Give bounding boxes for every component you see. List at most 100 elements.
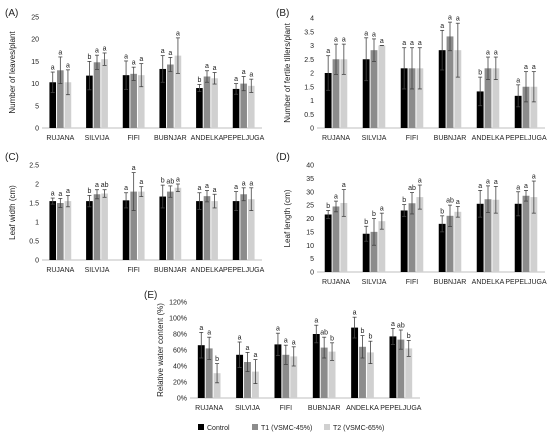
bar-control-silvija (362, 233, 370, 272)
y-tick-label: 5 (35, 103, 39, 110)
category-label: RUJANA (322, 279, 350, 286)
y-tick-label: 60% (173, 348, 187, 355)
y-tick-label: 0 (35, 258, 39, 265)
significance-letter: a (199, 325, 203, 332)
bar-t1-pepeljuga (240, 194, 247, 260)
category-label: BUBNJAR (434, 135, 467, 142)
significance-letter: a (516, 77, 520, 84)
category-label: RUJANA (46, 135, 74, 142)
significance-letter: a (418, 40, 422, 47)
significance-letter: a (410, 40, 414, 47)
significance-letter: a (205, 63, 209, 70)
category-label: SILVIJA (85, 267, 110, 274)
bar-t2-andelka (492, 199, 500, 272)
legend-swatch (198, 424, 204, 430)
significance-letter: a (486, 178, 490, 185)
y-tick-label: 40 (306, 163, 314, 170)
significance-letter: a (197, 185, 201, 192)
significance-letter: a (213, 187, 217, 194)
significance-letter: a (139, 179, 143, 186)
significance-letter: a (58, 191, 62, 198)
significance-letter: a (494, 50, 498, 57)
bar-t1-pepeljuga (522, 195, 530, 272)
bar-t2-andelka (211, 78, 218, 128)
significance-letter: a (132, 165, 136, 172)
panel-label: (D) (276, 152, 290, 163)
bar-control-fifi (400, 210, 408, 272)
y-tick-label: 20% (173, 380, 187, 387)
significance-letter: a (242, 69, 246, 76)
bar-t1-andelka (484, 68, 492, 128)
bar-control-pepeljuga (232, 88, 240, 128)
bar-t1-andelka (203, 76, 211, 128)
significance-letter: a (95, 182, 99, 189)
bar-control-andelka (196, 201, 203, 260)
significance-letter: a (66, 62, 70, 69)
legend-entry: T2 (VSMC-65%) (333, 425, 384, 432)
significance-letter: b (330, 335, 334, 342)
significance-letter: b (87, 54, 91, 61)
category-label: RUJANA (195, 405, 223, 412)
y-tick-label: 80% (173, 332, 187, 339)
bar-control-fifi (122, 200, 130, 260)
legend-swatch (324, 424, 330, 430)
category-label: FIFI (406, 135, 418, 142)
bar-t1-pepeljuga (397, 339, 405, 398)
bar-control-pepeljuga (514, 203, 522, 272)
y-tick-label: 0 (35, 126, 39, 133)
chart-panel-5: (E) 0% 20% 40% 60% 80% 100% 120% Relative water … (144, 290, 422, 412)
significance-letter: a (524, 183, 528, 190)
bar-t1-bubnjar (320, 347, 328, 398)
significance-letter: b (87, 188, 91, 195)
bar-t1-bubnjar (167, 191, 174, 260)
chart-panel-2: (B) 0 0.5 1 1.5 2 2.5 3 3.5 4 Number of fertile ti… (276, 8, 547, 142)
bar-control-andelka (196, 88, 203, 128)
significance-letter: b (402, 197, 406, 204)
significance-letter: a (207, 330, 211, 337)
significance-letter: ab (408, 185, 416, 192)
legend: Control T1 (VSMC-45%) T2 (VSMC-65%) (198, 424, 384, 432)
significance-letter: a (176, 30, 180, 37)
bar-t2-andelka (366, 352, 374, 398)
significance-letter: b (478, 70, 482, 77)
significance-letter: a (139, 56, 143, 63)
significance-letter: a (418, 178, 422, 185)
significance-letter: a (391, 321, 395, 328)
significance-letter: b (326, 203, 330, 210)
bar-t2-silvija (378, 45, 386, 128)
category-label: ANDELKA (472, 279, 505, 286)
significance-letter: a (234, 76, 238, 83)
y-tick-label: 120% (169, 300, 187, 307)
bar-control-bubnjar (438, 223, 446, 272)
bar-t1-silvija (244, 362, 251, 398)
bar-t1-fifi (408, 68, 416, 128)
significance-letter: a (364, 30, 368, 37)
bar-control-pepeljuga (514, 95, 522, 128)
y-tick-label: 25 (31, 15, 39, 22)
bar-control-bubnjar (438, 50, 446, 128)
y-tick-label: 0% (177, 396, 187, 403)
y-tick-label: 2.5 (304, 57, 314, 64)
bar-t2-fifi (137, 191, 145, 260)
bar-t1-fifi (282, 354, 290, 398)
bar-t2-rujana (213, 373, 221, 398)
bar-t1-silvija (93, 194, 101, 260)
bar-t1-silvija (93, 62, 101, 129)
significance-letter: a (253, 352, 257, 359)
significance-letter: b (440, 208, 444, 215)
bar-t1-rujana (332, 206, 340, 272)
significance-letter: a (168, 50, 172, 57)
significance-letter: a (249, 180, 253, 187)
bar-control-bubnjar (159, 196, 167, 260)
bar-t2-pepeljuga (247, 199, 255, 260)
category-label: ANDELKA (346, 405, 379, 412)
y-axis-title: Relative water content (%) (156, 303, 165, 397)
significance-letter: a (242, 180, 246, 187)
y-tick-label: 1.5 (304, 84, 314, 91)
bar-t1-pepeljuga (522, 86, 530, 128)
bar-t2-pepeljuga (405, 348, 413, 398)
bar-t2-silvija (101, 193, 108, 260)
significance-letter: a (124, 53, 128, 60)
significance-letter: a (95, 48, 99, 55)
category-label: BUBNJAR (154, 267, 187, 274)
